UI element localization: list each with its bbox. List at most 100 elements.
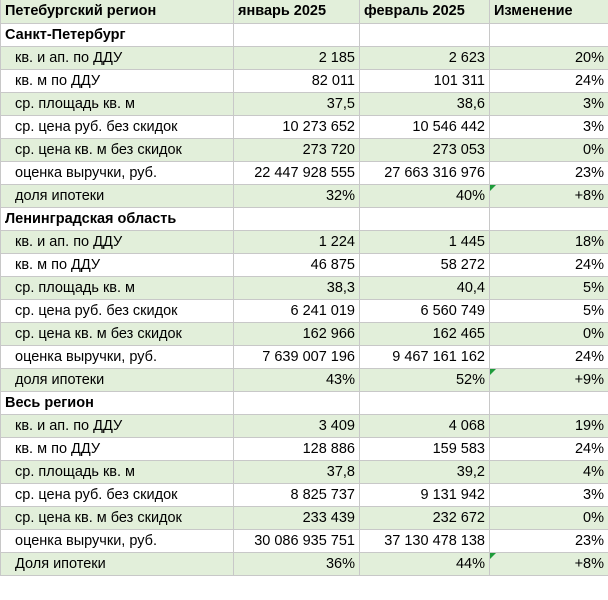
- feb-value[interactable]: 58 272: [359, 253, 490, 277]
- jan-value[interactable]: 233 439: [233, 506, 360, 530]
- row-label[interactable]: ср. цена руб. без скидок: [0, 115, 234, 139]
- change-value[interactable]: 5%: [489, 299, 608, 323]
- row-label[interactable]: ср. цена руб. без скидок: [0, 299, 234, 323]
- table-cell[interactable]: [359, 23, 490, 47]
- change-value[interactable]: +9%: [489, 368, 608, 392]
- jan-value[interactable]: 7 639 007 196: [233, 345, 360, 369]
- feb-value[interactable]: 273 053: [359, 138, 490, 162]
- change-value[interactable]: 5%: [489, 276, 608, 300]
- table-cell[interactable]: [359, 207, 490, 231]
- change-value[interactable]: 0%: [489, 506, 608, 530]
- jan-value[interactable]: 46 875: [233, 253, 360, 277]
- section-title[interactable]: Весь регион: [0, 391, 234, 415]
- change-value[interactable]: 20%: [489, 46, 608, 70]
- row-label[interactable]: кв. м по ДДУ: [0, 253, 234, 277]
- jan-value[interactable]: 82 011: [233, 69, 360, 93]
- feb-value[interactable]: 39,2: [359, 460, 490, 484]
- feb-value[interactable]: 6 560 749: [359, 299, 490, 323]
- jan-value[interactable]: 1 224: [233, 230, 360, 254]
- row-label[interactable]: ср. площадь кв. м: [0, 276, 234, 300]
- jan-value[interactable]: 162 966: [233, 322, 360, 346]
- jan-value[interactable]: 38,3: [233, 276, 360, 300]
- section-title[interactable]: Ленинградская область: [0, 207, 234, 231]
- feb-value[interactable]: 159 583: [359, 437, 490, 461]
- row-label[interactable]: ср. площадь кв. м: [0, 460, 234, 484]
- feb-value[interactable]: 162 465: [359, 322, 490, 346]
- table-cell[interactable]: [233, 207, 360, 231]
- change-value[interactable]: +8%: [489, 184, 608, 208]
- feb-value[interactable]: 10 546 442: [359, 115, 490, 139]
- header-cell-region[interactable]: Петебургский регион: [0, 0, 234, 24]
- feb-value[interactable]: 2 623: [359, 46, 490, 70]
- jan-value[interactable]: 32%: [233, 184, 360, 208]
- table-cell[interactable]: [489, 207, 608, 231]
- change-value[interactable]: 24%: [489, 253, 608, 277]
- table-cell[interactable]: [489, 23, 608, 47]
- row-label[interactable]: доля ипотеки: [0, 184, 234, 208]
- table-cell[interactable]: [233, 23, 360, 47]
- feb-value[interactable]: 1 445: [359, 230, 490, 254]
- change-value[interactable]: 3%: [489, 483, 608, 507]
- jan-value[interactable]: 30 086 935 751: [233, 529, 360, 553]
- section-title[interactable]: Санкт-Петербург: [0, 23, 234, 47]
- jan-value[interactable]: 43%: [233, 368, 360, 392]
- row-label[interactable]: кв. м по ДДУ: [0, 69, 234, 93]
- change-value[interactable]: 0%: [489, 138, 608, 162]
- table-cell[interactable]: [359, 391, 490, 415]
- header-cell-change[interactable]: Изменение: [489, 0, 608, 24]
- change-value[interactable]: 3%: [489, 115, 608, 139]
- feb-value[interactable]: 4 068: [359, 414, 490, 438]
- feb-value[interactable]: 9 131 942: [359, 483, 490, 507]
- row-label[interactable]: доля ипотеки: [0, 368, 234, 392]
- jan-value[interactable]: 10 273 652: [233, 115, 360, 139]
- feb-value[interactable]: 27 663 316 976: [359, 161, 490, 185]
- jan-value[interactable]: 36%: [233, 552, 360, 576]
- feb-value[interactable]: 44%: [359, 552, 490, 576]
- jan-value[interactable]: 37,8: [233, 460, 360, 484]
- row-label[interactable]: ср. цена кв. м без скидок: [0, 322, 234, 346]
- row-label[interactable]: ср. площадь кв. м: [0, 92, 234, 116]
- feb-value[interactable]: 232 672: [359, 506, 490, 530]
- feb-value[interactable]: 38,6: [359, 92, 490, 116]
- row-label[interactable]: ср. цена руб. без скидок: [0, 483, 234, 507]
- row-label[interactable]: кв. м по ДДУ: [0, 437, 234, 461]
- table-cell[interactable]: [489, 391, 608, 415]
- jan-value[interactable]: 37,5: [233, 92, 360, 116]
- jan-value[interactable]: 273 720: [233, 138, 360, 162]
- header-cell-feb[interactable]: февраль 2025: [359, 0, 490, 24]
- feb-value[interactable]: 101 311: [359, 69, 490, 93]
- change-value[interactable]: 4%: [489, 460, 608, 484]
- feb-value[interactable]: 9 467 161 162: [359, 345, 490, 369]
- jan-value[interactable]: 8 825 737: [233, 483, 360, 507]
- change-value[interactable]: 19%: [489, 414, 608, 438]
- header-cell-jan[interactable]: январь 2025: [233, 0, 360, 24]
- change-value[interactable]: 24%: [489, 69, 608, 93]
- change-value[interactable]: 24%: [489, 345, 608, 369]
- row-label[interactable]: Доля ипотеки: [0, 552, 234, 576]
- change-value[interactable]: 0%: [489, 322, 608, 346]
- jan-value[interactable]: 6 241 019: [233, 299, 360, 323]
- row-label[interactable]: ср. цена кв. м без скидок: [0, 138, 234, 162]
- jan-value[interactable]: 22 447 928 555: [233, 161, 360, 185]
- feb-value[interactable]: 52%: [359, 368, 490, 392]
- row-label[interactable]: оценка выручки, руб.: [0, 161, 234, 185]
- jan-value[interactable]: 128 886: [233, 437, 360, 461]
- row-label[interactable]: кв. и ап. по ДДУ: [0, 414, 234, 438]
- row-label[interactable]: кв. и ап. по ДДУ: [0, 230, 234, 254]
- change-value[interactable]: 3%: [489, 92, 608, 116]
- row-label[interactable]: ср. цена кв. м без скидок: [0, 506, 234, 530]
- table-cell[interactable]: [233, 391, 360, 415]
- feb-value[interactable]: 37 130 478 138: [359, 529, 490, 553]
- row-label[interactable]: оценка выручки, руб.: [0, 529, 234, 553]
- row-label[interactable]: кв. и ап. по ДДУ: [0, 46, 234, 70]
- jan-value[interactable]: 2 185: [233, 46, 360, 70]
- feb-value[interactable]: 40%: [359, 184, 490, 208]
- feb-value[interactable]: 40,4: [359, 276, 490, 300]
- row-label[interactable]: оценка выручки, руб.: [0, 345, 234, 369]
- change-value[interactable]: +8%: [489, 552, 608, 576]
- change-value[interactable]: 23%: [489, 529, 608, 553]
- jan-value[interactable]: 3 409: [233, 414, 360, 438]
- change-value[interactable]: 18%: [489, 230, 608, 254]
- change-value[interactable]: 23%: [489, 161, 608, 185]
- change-value[interactable]: 24%: [489, 437, 608, 461]
